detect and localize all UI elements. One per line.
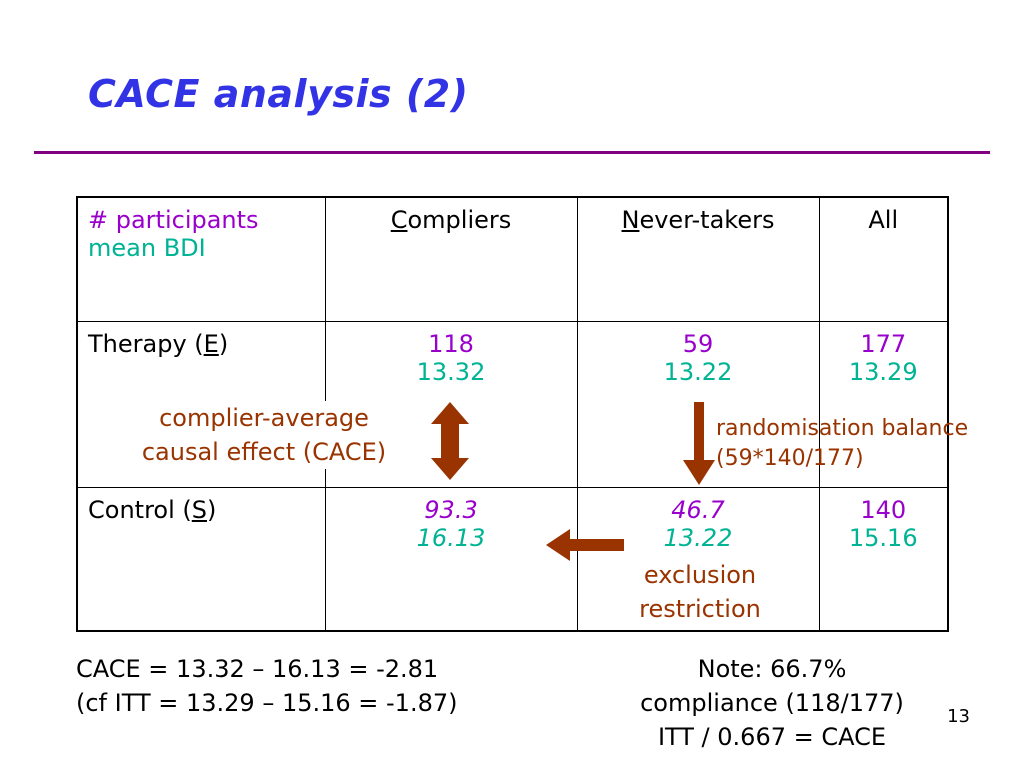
control-label-pre: Control ( [88,495,192,524]
cace-annotation: complier-average causal effect (CACE) [104,401,424,469]
never-rest: ever-takers [639,206,775,234]
legend-count-label: # participants [88,206,259,234]
therapy-compliers-mean: 13.32 [416,357,486,386]
cace-formula: CACE = 13.32 – 16.13 = -2.81 (cf ITT = 1… [76,652,457,720]
control-all-mean: 15.16 [848,523,918,552]
table-row-control: Control (S) 93.3 16.13 46.7 13.22 140 15… [76,486,949,632]
control-never-n: 46.7 [671,495,725,524]
arrow-left-icon [546,529,624,561]
control-label: Control (S) [76,486,326,632]
compliance-note-line3: ITT / 0.667 = CACE [657,723,887,751]
header-compliers: Compliers [324,196,578,322]
randomisation-annotation-line1: randomisation balance [716,416,969,441]
control-compliers-cell: 93.3 16.13 [324,486,578,632]
never-initial: N [621,206,640,234]
cace-annotation-line2: causal effect (CACE) [141,438,387,466]
therapy-never-mean: 13.22 [663,357,733,386]
compliance-note-line2: compliance (118/177) [640,689,904,717]
control-label-post: ) [206,495,217,524]
legend-mean-label: mean BDI [88,234,206,262]
double-arrow-vertical-icon [431,402,469,480]
legend-cell: # participants mean BDI [76,196,326,322]
compliance-note-line1: Note: 66.7% [697,655,847,683]
exclusion-annotation-line1: exclusion [643,561,757,589]
cace-annotation-line1: complier-average [159,404,369,432]
cace-formula-line2: (cf ITT = 13.29 – 15.16 = -1.87) [76,689,458,717]
control-never-mean: 13.22 [663,523,733,552]
compliers-initial: C [390,206,408,234]
page-number: 13 [947,706,970,727]
therapy-all-mean: 13.29 [848,357,918,386]
exclusion-annotation-line2: restriction [639,595,761,623]
randomisation-annotation-line2: (59*140/177) [716,446,864,471]
compliance-note: Note: 66.7% compliance (118/177) ITT / 0… [604,652,940,754]
therapy-label-post: ) [218,329,229,358]
therapy-all-cell: 177 13.29 [818,320,949,488]
header-never-takers: Never-takers [576,196,820,322]
compliers-rest: ompliers [407,206,512,234]
cace-formula-line1: CACE = 13.32 – 16.13 = -2.81 [76,655,439,683]
control-all-cell: 140 15.16 [818,486,949,632]
control-never-cell: 46.7 13.22 [576,486,820,632]
slide-title: CACE analysis (2) [88,72,469,116]
therapy-label-pre: Therapy ( [88,329,204,358]
header-all: All [818,196,949,322]
exclusion-annotation: exclusion restriction [580,558,820,626]
therapy-label-letter: E [203,329,219,358]
therapy-all-n: 177 [860,329,907,358]
control-all-n: 140 [860,495,907,524]
therapy-compliers-n: 118 [428,329,474,358]
arrow-down-icon [683,402,715,485]
therapy-never-n: 59 [682,329,714,358]
randomisation-annotation: randomisation balance (59*140/177) [716,414,1016,474]
control-label-letter: S [191,495,207,524]
control-compliers-n: 93.3 [424,495,478,524]
title-divider [34,151,990,154]
table-header-row: # participants mean BDI Compliers Never-… [76,196,949,322]
control-compliers-mean: 16.13 [416,523,486,552]
